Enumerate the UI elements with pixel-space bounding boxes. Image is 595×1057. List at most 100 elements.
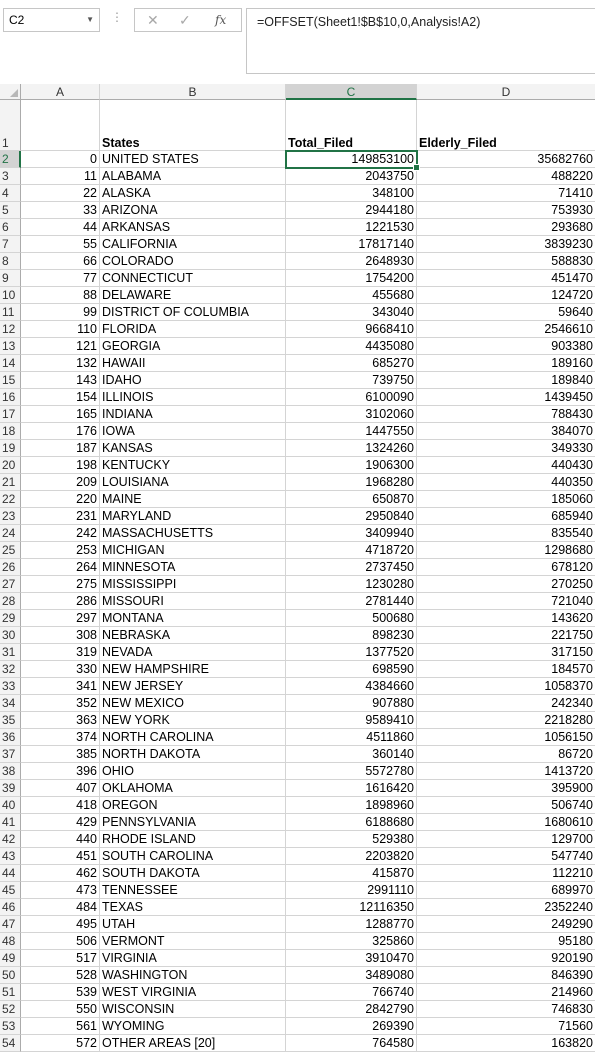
cell-index[interactable]: 132 [21,355,100,372]
row-header[interactable]: 43 [0,848,21,865]
row-header[interactable]: 15 [0,372,21,389]
cell-a1[interactable] [21,100,100,151]
cell-elderly-filed[interactable]: 488220 [417,168,595,185]
enter-icon[interactable]: ✓ [179,12,191,28]
cell-state[interactable]: LOUISIANA [100,474,286,491]
cell-elderly-filed[interactable]: 59640 [417,304,595,321]
cell-elderly-filed[interactable]: 129700 [417,831,595,848]
cell-index[interactable]: 99 [21,304,100,321]
cell-total-filed[interactable]: 455680 [286,287,417,304]
cell-index[interactable]: 440 [21,831,100,848]
cell-index[interactable]: 550 [21,1001,100,1018]
cell-total-filed[interactable]: 1324260 [286,440,417,457]
cell-elderly-filed[interactable]: 71560 [417,1018,595,1035]
cell-total-filed[interactable]: 17817140 [286,236,417,253]
cell-elderly-filed[interactable]: 124720 [417,287,595,304]
cell-index[interactable]: 22 [21,185,100,202]
cell-elderly-filed[interactable]: 35682760 [417,151,595,168]
row-header[interactable]: 44 [0,865,21,882]
column-header-c[interactable]: C [286,84,417,100]
cell-total-filed[interactable]: 766740 [286,984,417,1001]
cell-state[interactable]: WYOMING [100,1018,286,1035]
cell-total-filed[interactable]: 3102060 [286,406,417,423]
row-header[interactable]: 17 [0,406,21,423]
cell-total-filed[interactable]: 764580 [286,1035,417,1052]
row-header[interactable]: 29 [0,610,21,627]
row-header[interactable]: 10 [0,287,21,304]
cell-total-filed[interactable]: 685270 [286,355,417,372]
row-header[interactable]: 53 [0,1018,21,1035]
cell-index[interactable]: 11 [21,168,100,185]
cell-index[interactable]: 506 [21,933,100,950]
cancel-icon[interactable]: ✕ [147,12,159,28]
cell-elderly-filed[interactable]: 2352240 [417,899,595,916]
cell-elderly-filed[interactable]: 185060 [417,491,595,508]
cell-index[interactable]: 154 [21,389,100,406]
cell-index[interactable]: 473 [21,882,100,899]
cell-state[interactable]: NEW HAMPSHIRE [100,661,286,678]
cell-index[interactable]: 462 [21,865,100,882]
cell-index[interactable]: 407 [21,780,100,797]
cell-total-filed[interactable]: 898230 [286,627,417,644]
cell-elderly-filed[interactable]: 746830 [417,1001,595,1018]
row-header[interactable]: 4 [0,185,21,202]
row-header[interactable]: 41 [0,814,21,831]
cell-state[interactable]: MISSISSIPPI [100,576,286,593]
cell-total-filed[interactable]: 1377520 [286,644,417,661]
cell-total-filed[interactable]: 4384660 [286,678,417,695]
cell-state[interactable]: UNITED STATES [100,151,286,168]
cell-index[interactable]: 220 [21,491,100,508]
cell-state[interactable]: MONTANA [100,610,286,627]
cell-index[interactable]: 286 [21,593,100,610]
cell-state[interactable]: OTHER AREAS [20] [100,1035,286,1052]
row-header[interactable]: 9 [0,270,21,287]
cell-state[interactable]: ARIZONA [100,202,286,219]
cell-total-filed[interactable]: 1288770 [286,916,417,933]
cell-elderly-filed[interactable]: 242340 [417,695,595,712]
row-header[interactable]: 37 [0,746,21,763]
column-title-total-filed[interactable]: Total_Filed [286,100,417,151]
cell-index[interactable]: 572 [21,1035,100,1052]
cell-total-filed[interactable]: 2781440 [286,593,417,610]
cell-total-filed[interactable]: 3489080 [286,967,417,984]
cell-total-filed[interactable]: 1898960 [286,797,417,814]
row-header[interactable]: 51 [0,984,21,1001]
cell-elderly-filed[interactable]: 317150 [417,644,595,661]
row-header[interactable]: 27 [0,576,21,593]
cell-state[interactable]: IOWA [100,423,286,440]
cell-index[interactable]: 198 [21,457,100,474]
cell-index[interactable]: 110 [21,321,100,338]
cell-index[interactable]: 55 [21,236,100,253]
column-title-elderly-filed[interactable]: Elderly_Filed [417,100,595,151]
row-header[interactable]: 30 [0,627,21,644]
row-header[interactable]: 35 [0,712,21,729]
cell-total-filed[interactable]: 6100090 [286,389,417,406]
cell-elderly-filed[interactable]: 3839230 [417,236,595,253]
cell-state[interactable]: ILLINOIS [100,389,286,406]
row-header[interactable]: 49 [0,950,21,967]
cell-state[interactable]: NEW JERSEY [100,678,286,695]
cell-total-filed[interactable]: 1968280 [286,474,417,491]
cell-elderly-filed[interactable]: 753930 [417,202,595,219]
cell-state[interactable]: CALIFORNIA [100,236,286,253]
cell-index[interactable]: 297 [21,610,100,627]
cell-state[interactable]: MAINE [100,491,286,508]
cell-elderly-filed[interactable]: 95180 [417,933,595,950]
cell-state[interactable]: RHODE ISLAND [100,831,286,848]
cell-elderly-filed[interactable]: 71410 [417,185,595,202]
cell-index[interactable]: 121 [21,338,100,355]
cell-elderly-filed[interactable]: 2218280 [417,712,595,729]
row-header[interactable]: 28 [0,593,21,610]
cell-state[interactable]: NORTH CAROLINA [100,729,286,746]
column-header-b[interactable]: B [100,84,286,100]
cell-state[interactable]: NEBRASKA [100,627,286,644]
more-options-icon[interactable]: ⋮ [111,10,123,24]
cell-elderly-filed[interactable]: 1058370 [417,678,595,695]
cell-state[interactable]: NEVADA [100,644,286,661]
column-header-a[interactable]: A [21,84,100,100]
cell-total-filed[interactable]: 2648930 [286,253,417,270]
row-header[interactable]: 14 [0,355,21,372]
cell-elderly-filed[interactable]: 440350 [417,474,595,491]
cell-total-filed[interactable]: 2043750 [286,168,417,185]
cell-index[interactable]: 0 [21,151,100,168]
